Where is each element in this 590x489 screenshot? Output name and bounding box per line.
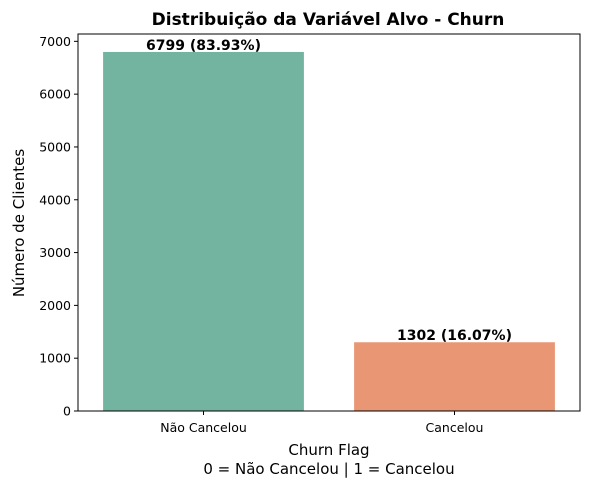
- y-tick-label: 1000: [39, 351, 71, 366]
- data-label-n-o-cancelou: 6799 (83.93%): [146, 38, 261, 54]
- y-tick-label: 5000: [39, 139, 71, 154]
- y-axis-ticks: 0 1000 2000 3000 4000 5000 6000 7000: [39, 34, 78, 419]
- plot-frame: [77, 33, 581, 412]
- y-tick-label: 7000: [39, 34, 71, 49]
- data-labels: 6799 (83.93%) 1302 (16.07%): [146, 38, 512, 344]
- y-tick-label: 0: [63, 404, 71, 419]
- x-tick-label: Cancelou: [426, 420, 484, 435]
- data-label-cancelou: 1302 (16.07%): [397, 328, 512, 344]
- x-tick-label: Não Cancelou: [160, 420, 247, 435]
- chart-title: Distribuição da Variável Alvo - Churn: [152, 10, 505, 30]
- bars-group: [103, 51, 555, 411]
- bar-cancelou: [354, 342, 555, 411]
- y-axis-label: Número de Clientes: [10, 149, 28, 298]
- x-axis-label-line1: Churn Flag: [288, 441, 369, 459]
- bar-n-o-cancelou: [103, 51, 304, 411]
- y-tick-label: 4000: [39, 192, 71, 207]
- x-axis-ticks: Não Cancelou Cancelou: [160, 411, 483, 435]
- y-tick-label: 6000: [39, 87, 71, 102]
- x-axis-label-line2: 0 = Não Cancelou | 1 = Cancelou: [203, 460, 454, 478]
- y-tick-label: 2000: [39, 298, 71, 313]
- y-tick-label: 3000: [39, 245, 71, 260]
